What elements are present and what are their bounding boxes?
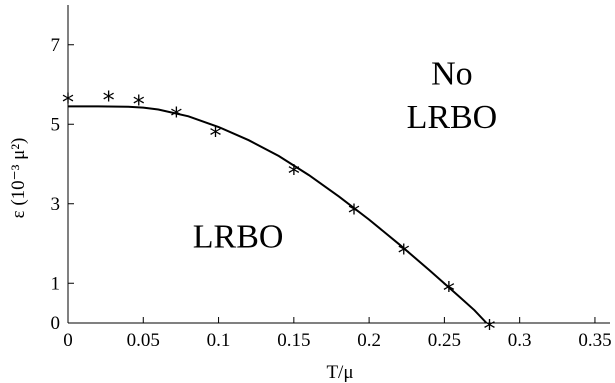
data-point-asterisk: *	[133, 90, 145, 118]
series-layer: * * * *******	[62, 86, 496, 343]
x-tick-label: 0.25	[428, 330, 461, 351]
data-point-asterisk: *	[210, 122, 222, 150]
data-point-asterisk: *	[170, 102, 182, 130]
y-tick-label: 7	[51, 35, 61, 56]
x-tick-label: 0.1	[207, 330, 231, 351]
plot-frame	[67, 5, 610, 324]
region-label: LRBO	[407, 99, 498, 136]
x-tick-label: 0.3	[508, 330, 532, 351]
data-point-asterisk: *	[288, 160, 300, 188]
data-point-asterisk: *	[484, 315, 496, 343]
y-axis-label: ε (10⁻³ μ²)	[8, 138, 29, 219]
y-tick-label: 3	[51, 194, 61, 215]
x-axis-label: T/μ	[326, 362, 353, 383]
x-tick-label: 0	[63, 330, 73, 351]
region-label: LRBO	[193, 218, 284, 255]
region-label: No	[431, 56, 473, 93]
boundary-curve	[68, 105, 488, 324]
x-tick-label: 0.35	[578, 330, 611, 351]
x-tick-label: 0.2	[357, 330, 381, 351]
y-tick-label: 5	[51, 114, 61, 135]
annotations: No LRBO LRBO	[193, 56, 497, 256]
y-tick-label: 0	[51, 313, 61, 334]
x-tick-label: 0.15	[277, 330, 310, 351]
data-point-asterisk: *	[62, 88, 74, 116]
x-axis-ticks: 0 0.05 0.1 0.15 0.2 0.25 0.3 0.35	[63, 317, 612, 351]
y-axis-ticks: 0 1 3 5 7	[51, 35, 74, 334]
x-tick-label: 0.05	[127, 330, 160, 351]
y-tick-label: 1	[51, 273, 61, 294]
data-point-asterisk: *	[103, 86, 115, 114]
